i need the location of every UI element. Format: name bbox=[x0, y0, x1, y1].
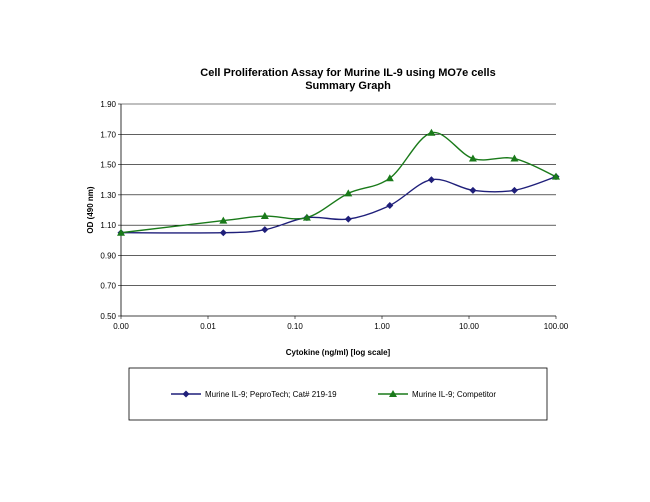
x-tick-label: 100.00 bbox=[544, 322, 569, 331]
y-tick-label: 1.50 bbox=[100, 161, 116, 170]
series-line bbox=[120, 132, 557, 234]
legend-marker bbox=[182, 390, 190, 398]
legend-label: Murine IL-9; PeproTech; Cat# 219-19 bbox=[205, 390, 337, 399]
data-point bbox=[427, 128, 436, 136]
data-point bbox=[260, 212, 269, 220]
data-point bbox=[117, 228, 125, 236]
data-point bbox=[219, 229, 227, 237]
y-tick-label: 0.90 bbox=[100, 251, 116, 260]
data-point bbox=[344, 189, 353, 197]
data-point bbox=[510, 154, 519, 162]
x-axis-title: Cytokine (ng/ml) [log scale] bbox=[286, 348, 391, 357]
y-tick-label: 1.10 bbox=[100, 221, 116, 230]
series-1 bbox=[117, 173, 560, 237]
y-tick-label: 0.50 bbox=[100, 312, 116, 321]
series bbox=[117, 128, 560, 237]
y-axis-title: OD (490 nm) bbox=[86, 186, 95, 233]
grid-lines bbox=[121, 103, 556, 287]
data-point bbox=[552, 172, 560, 180]
y-tick-label: 1.90 bbox=[100, 100, 116, 109]
y-tick-label: 1.30 bbox=[100, 191, 116, 200]
chart-title: Cell Proliferation Assay for Murine IL-9… bbox=[200, 67, 495, 79]
data-point bbox=[344, 215, 352, 223]
series-2 bbox=[117, 128, 560, 236]
x-tick-label: 1.00 bbox=[374, 322, 390, 331]
y-tick-label: 1.70 bbox=[100, 130, 116, 139]
legend-marker bbox=[389, 390, 397, 397]
data-point bbox=[219, 216, 228, 224]
data-point bbox=[261, 226, 269, 234]
legend-label: Murine IL-9; Competitor bbox=[412, 390, 496, 399]
x-tick-labels: 0.00 0.01 0.10 1.00 10.00 100.00 bbox=[113, 322, 569, 331]
chart-subtitle: Summary Graph bbox=[305, 80, 391, 92]
data-point bbox=[469, 186, 477, 194]
data-point bbox=[468, 154, 477, 162]
x-tick-label: 0.01 bbox=[200, 322, 216, 331]
data-point bbox=[427, 176, 435, 184]
x-tick-label: 0.00 bbox=[113, 322, 129, 331]
axes bbox=[118, 103, 557, 319]
x-tick-label: 0.10 bbox=[287, 322, 303, 331]
data-point bbox=[385, 174, 394, 182]
legend-box bbox=[128, 367, 548, 421]
legend: Murine IL-9; PeproTech; Cat# 219-19 Murin… bbox=[171, 390, 496, 399]
data-point bbox=[510, 186, 518, 194]
y-tick-label: 0.70 bbox=[100, 282, 116, 291]
data-point bbox=[386, 201, 394, 209]
series-line bbox=[120, 176, 557, 234]
data-point bbox=[302, 213, 311, 221]
y-tick-labels: 0.50 0.70 0.90 1.10 1.30 1.50 1.70 1.90 bbox=[100, 100, 116, 321]
x-tick-label: 10.00 bbox=[459, 322, 480, 331]
